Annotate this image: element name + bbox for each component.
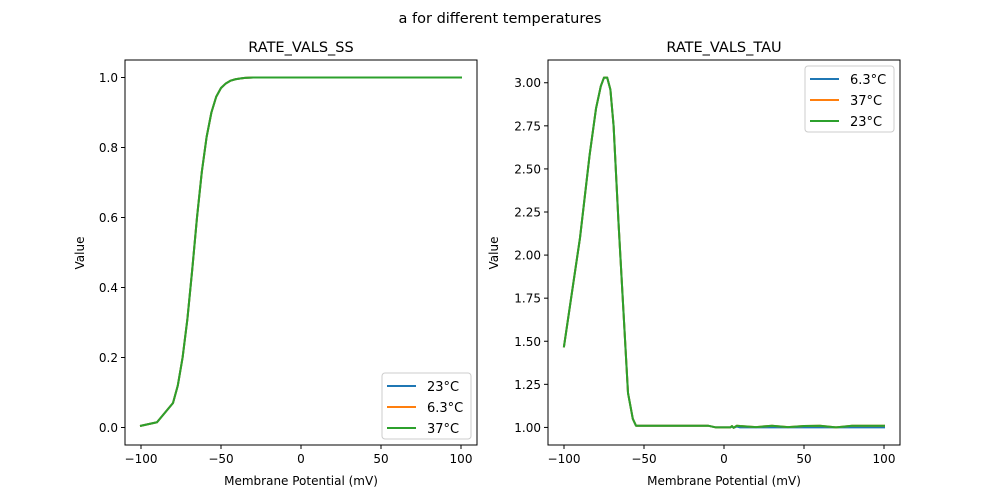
legend-box (381, 372, 472, 440)
figure-suptitle: a for different temperatures (399, 11, 602, 27)
y-tick-label: 3.00 (514, 76, 541, 90)
y-tick-label: 2.75 (514, 119, 541, 133)
x-tick-label: −50 (208, 452, 233, 466)
y-tick-label: 2.50 (514, 162, 541, 176)
x-axis: −100 −50 0 50 100 (548, 445, 896, 466)
x-axis: −100 −50 0 50 100 (125, 445, 473, 466)
y-tick-label: 0.6 (99, 211, 118, 225)
x-axis-label: Membrane Potential (mV) (647, 474, 801, 488)
legend: 23°C 6.3°C 37°C (381, 372, 472, 440)
legend-label: 37°C (427, 422, 459, 437)
x-tick-label: 50 (373, 452, 388, 466)
series-line-2 (139, 76, 462, 427)
subplot-rate-vals-tau: RATE_VALS_TAU −100 −50 0 50 100 1.00 1.25 1.50… (487, 40, 901, 488)
plot-area (562, 76, 885, 429)
legend-item: 6.3°C (387, 401, 463, 416)
y-tick-label: 0.8 (99, 141, 118, 155)
legend-box (804, 65, 895, 133)
y-tick-label: 1.0 (99, 71, 118, 85)
x-axis-label: Membrane Potential (mV) (224, 474, 378, 488)
x-tick-label: 100 (450, 452, 473, 466)
y-tick-label: 2.25 (514, 206, 541, 220)
y-axis: 1.00 1.25 1.50 1.75 2.00 2.25 2.50 2.75 3.00 (514, 76, 548, 435)
legend-item: 23°C (810, 115, 882, 130)
y-tick-label: 1.75 (514, 292, 541, 306)
subplot-title: RATE_VALS_SS (248, 40, 353, 56)
legend-item: 6.3°C (810, 73, 886, 88)
x-tick-label: −100 (125, 452, 158, 466)
x-tick-label: −50 (631, 452, 656, 466)
legend-item: 37°C (387, 422, 459, 437)
x-tick-label: 0 (297, 452, 305, 466)
y-tick-label: 1.50 (514, 335, 541, 349)
legend-label: 6.3°C (427, 401, 463, 416)
x-tick-label: 100 (873, 452, 896, 466)
legend-label: 37°C (850, 94, 882, 109)
legend: 6.3°C 37°C 23°C (804, 65, 895, 133)
series-line-2 (562, 76, 885, 429)
subplot-title: RATE_VALS_TAU (666, 40, 781, 56)
x-tick-label: 0 (720, 452, 728, 466)
y-tick-label: 0.2 (99, 351, 118, 365)
y-tick-label: 0.4 (99, 281, 118, 295)
legend-label: 23°C (850, 115, 882, 130)
y-tick-label: 1.00 (514, 421, 541, 435)
y-tick-label: 2.00 (514, 249, 541, 263)
x-tick-label: 50 (796, 452, 811, 466)
x-tick-label: −100 (548, 452, 581, 466)
subplot-rate-vals-ss: RATE_VALS_SS −100 −50 0 50 100 0.00.20.40.60… (73, 40, 478, 488)
legend-item: 23°C (387, 380, 459, 395)
legend-item: 37°C (810, 94, 882, 109)
y-axis-label: Value (73, 237, 87, 270)
legend-label: 23°C (427, 380, 459, 395)
y-axis: 0.0 0.2 0.4 0.6 0.8 1.0 (99, 71, 125, 435)
y-tick-label: 0.0 (99, 421, 118, 435)
y-tick-label: 1.25 (514, 378, 541, 392)
legend-label: 6.3°C (850, 73, 886, 88)
plot-area (139, 76, 462, 427)
y-axis-label: Value (487, 237, 501, 270)
